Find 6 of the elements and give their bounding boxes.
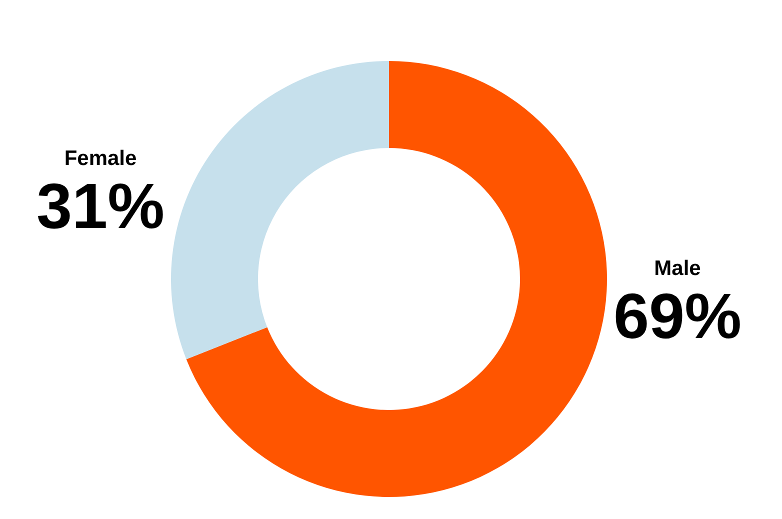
donut-slice <box>186 61 607 497</box>
slice-label: Male <box>654 257 701 280</box>
donut-slice <box>171 61 389 360</box>
data-label: 69% <box>613 280 742 352</box>
slice-label: Female <box>64 146 137 170</box>
data-label: 31% <box>36 170 165 242</box>
